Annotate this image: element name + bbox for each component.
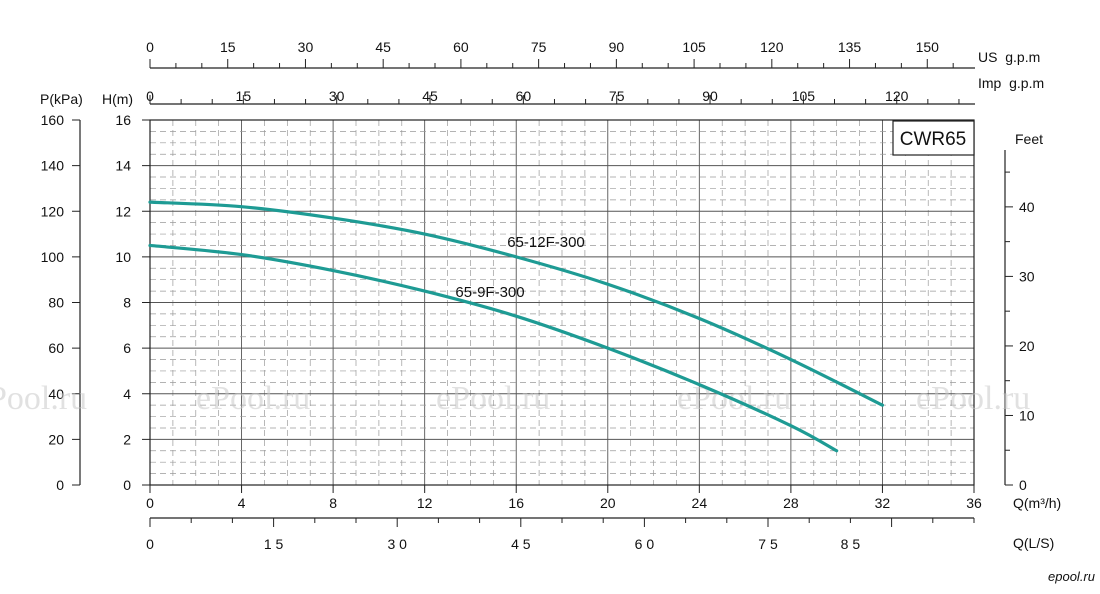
series-layer bbox=[148, 200, 885, 453]
imp-gpm-tick-label: 105 bbox=[792, 88, 816, 104]
us-gpm-tick-label: 120 bbox=[760, 39, 784, 55]
flow-m3h-axis-title: Q(m³/h) bbox=[1013, 495, 1061, 511]
us-gpm-tick-label: 15 bbox=[220, 39, 236, 55]
pressure-axis-title: P(kPa) bbox=[40, 91, 83, 107]
model-label: CWR65 bbox=[900, 129, 967, 150]
series-label: 65-12F-300 bbox=[507, 234, 585, 251]
us-gpm-tick-label: 90 bbox=[609, 39, 625, 55]
head-axis-title: H(m) bbox=[102, 91, 133, 107]
imp-gpm-tick-label: 0 bbox=[146, 88, 154, 104]
flow-m3h-tick-label: 0 bbox=[146, 495, 154, 511]
us-gpm-tick-label: 30 bbox=[298, 39, 314, 55]
head-tick-label: 14 bbox=[115, 158, 131, 174]
pressure-tick-label: 140 bbox=[41, 158, 65, 174]
us-gpm-tick-label: 75 bbox=[531, 39, 547, 55]
watermark-text: ePool.ru bbox=[436, 380, 550, 417]
imp-gpm-tick-label: 90 bbox=[702, 88, 718, 104]
flow-lps-tick-label: 6 0 bbox=[635, 536, 655, 552]
flow-lps-tick-label: 3 0 bbox=[387, 536, 407, 552]
labels-layer: CWR65 P(kPa) H(m) Feet US g.p.m Imp g.p.… bbox=[40, 49, 1095, 584]
imp-gpm-axis-title: Imp g.p.m bbox=[978, 75, 1044, 91]
pressure-tick-label: 60 bbox=[48, 340, 64, 356]
us-gpm-tick-label: 60 bbox=[453, 39, 469, 55]
model-label-box bbox=[892, 120, 975, 156]
flow-m3h-tick-label: 32 bbox=[875, 495, 891, 511]
pressure-tick-label: 0 bbox=[56, 477, 64, 493]
flow-m3h-tick-label: 8 bbox=[329, 495, 337, 511]
head-tick-label: 10 bbox=[115, 249, 131, 265]
feet-tick-label: 0 bbox=[1019, 477, 1027, 493]
flow-m3h-tick-label: 20 bbox=[600, 495, 616, 511]
us-gpm-tick-label: 135 bbox=[838, 39, 862, 55]
feet-tick-label: 40 bbox=[1019, 199, 1035, 215]
head-tick-label: 2 bbox=[123, 431, 131, 447]
flow-lps-tick-label: 8 5 bbox=[841, 536, 861, 552]
feet-axis-title: Feet bbox=[1015, 131, 1043, 147]
head-tick-label: 0 bbox=[123, 477, 131, 493]
flow-lps-tick-label: 7 5 bbox=[758, 536, 778, 552]
flow-m3h-tick-label: 4 bbox=[238, 495, 246, 511]
grid-layer bbox=[149, 119, 975, 486]
watermark-text: Pool.ru bbox=[0, 380, 87, 417]
pressure-tick-label: 40 bbox=[48, 386, 64, 402]
flow-m3h-tick-label: 16 bbox=[508, 495, 524, 511]
series-label: 65-9F-300 bbox=[455, 284, 524, 301]
flow-lps-axis-title: Q(L/S) bbox=[1013, 535, 1054, 551]
head-tick-label: 16 bbox=[115, 112, 131, 128]
site-logo: epool.ru bbox=[1048, 569, 1095, 584]
us-gpm-tick-label: 0 bbox=[146, 39, 154, 55]
watermark-text: ePool.ru bbox=[916, 380, 1030, 417]
pressure-tick-label: 80 bbox=[48, 295, 64, 311]
us-gpm-tick-label: 105 bbox=[682, 39, 706, 55]
head-tick-label: 6 bbox=[123, 340, 131, 356]
head-tick-label: 8 bbox=[123, 295, 131, 311]
series-line-65-12F-300 bbox=[148, 200, 885, 407]
flow-lps-tick-label: 0 bbox=[146, 536, 154, 552]
flow-m3h-tick-label: 12 bbox=[417, 495, 433, 511]
series-line-65-9F-300 bbox=[148, 243, 839, 453]
flow-m3h-tick-label: 36 bbox=[966, 495, 982, 511]
pressure-tick-label: 100 bbox=[41, 249, 65, 265]
pressure-tick-label: 160 bbox=[41, 112, 65, 128]
pressure-tick-label: 20 bbox=[48, 431, 64, 447]
head-tick-label: 4 bbox=[123, 386, 131, 402]
us-gpm-tick-label: 45 bbox=[375, 39, 391, 55]
feet-tick-label: 10 bbox=[1019, 407, 1035, 423]
flow-lps-tick-label: 1 5 bbox=[264, 536, 284, 552]
feet-tick-label: 20 bbox=[1019, 338, 1035, 354]
axes-layer: 0204060801001201401600246810121416010203… bbox=[41, 39, 1035, 552]
imp-gpm-tick-label: 15 bbox=[236, 88, 252, 104]
us-gpm-tick-label: 150 bbox=[916, 39, 940, 55]
head-tick-label: 12 bbox=[115, 203, 131, 219]
imp-gpm-tick-label: 60 bbox=[516, 88, 532, 104]
imp-gpm-tick-label: 75 bbox=[609, 88, 625, 104]
feet-tick-label: 30 bbox=[1019, 268, 1035, 284]
flow-m3h-tick-label: 28 bbox=[783, 495, 799, 511]
flow-lps-tick-label: 4 5 bbox=[511, 536, 531, 552]
imp-gpm-tick-label: 120 bbox=[885, 88, 909, 104]
flow-m3h-tick-label: 24 bbox=[692, 495, 708, 511]
us-gpm-axis-title: US g.p.m bbox=[978, 49, 1040, 65]
imp-gpm-tick-label: 45 bbox=[422, 88, 438, 104]
watermark-text: ePool.ru bbox=[196, 380, 310, 417]
pressure-tick-label: 120 bbox=[41, 203, 65, 219]
imp-gpm-tick-label: 30 bbox=[329, 88, 345, 104]
